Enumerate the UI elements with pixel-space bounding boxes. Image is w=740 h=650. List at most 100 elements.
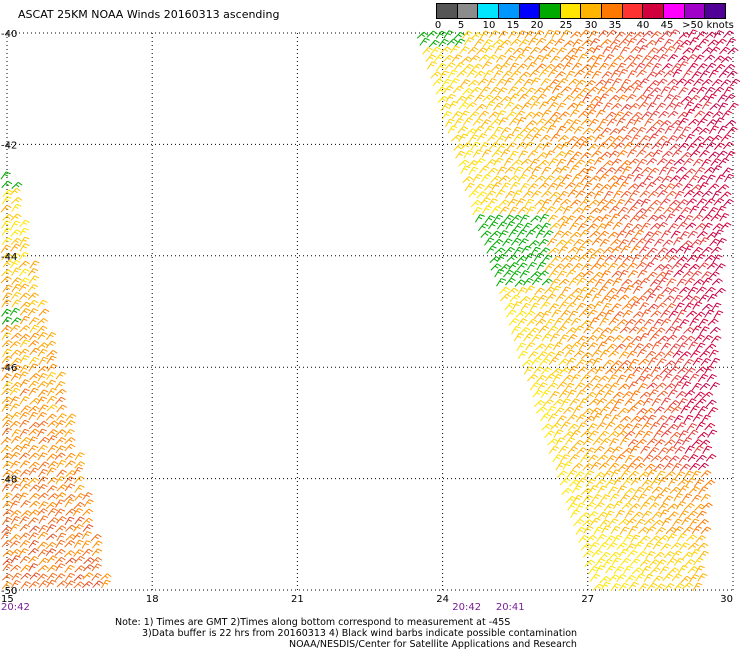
wind-barb-flag [673, 53, 678, 58]
wind-barb-flag [500, 189, 506, 193]
wind-barb-flag [665, 487, 671, 491]
wind-barb-flag [717, 57, 722, 61]
wind-barb-flag [561, 137, 566, 141]
wind-barb [631, 567, 639, 575]
wind-barb-flag [612, 440, 617, 444]
wind-barb-flag [586, 328, 591, 331]
wind-barb [584, 135, 592, 143]
wind-barb [511, 159, 519, 167]
wind-barb-flag [462, 70, 468, 74]
wind-barb [561, 398, 567, 407]
wind-barb-flag [632, 160, 637, 164]
wind-barb-flag [648, 86, 654, 90]
wind-barb [644, 262, 651, 271]
wind-barb [659, 367, 667, 376]
wind-barb-flag [549, 318, 555, 322]
wind-barb-flag [714, 151, 720, 156]
wind-barb-flag [509, 133, 515, 137]
wind-barb-flag [643, 137, 648, 141]
wind-barb-flag [702, 328, 707, 332]
wind-barb-flag [507, 217, 512, 220]
wind-barb-flag [502, 87, 508, 91]
wind-barb-flag [636, 415, 642, 420]
wind-barb-flag [588, 382, 594, 387]
wind-barb-flag [675, 143, 681, 148]
wind-barb [663, 551, 671, 559]
wind-barb-flag [699, 565, 705, 569]
wind-barb-flag [607, 327, 612, 332]
wind-barb [624, 31, 632, 40]
wind-barb [447, 69, 454, 79]
wind-barb-flag [563, 334, 569, 338]
wind-barb [585, 478, 592, 488]
wind-barb [503, 158, 510, 167]
wind-barb-flag [453, 100, 459, 104]
wind-barb-flag [487, 185, 492, 189]
wind-barb-flag [516, 237, 522, 241]
wind-barb [527, 183, 535, 191]
wind-barb [686, 142, 693, 151]
wind-barb-flag [662, 415, 668, 419]
wind-barb [579, 229, 586, 238]
wind-barb-flag [661, 527, 666, 531]
wind-barb-flag [542, 406, 548, 411]
wind-barb-flag [441, 41, 446, 45]
wind-barb [709, 125, 715, 134]
wind-barb-flag [614, 350, 620, 354]
wind-barb [604, 254, 612, 262]
wind-barb-flag [655, 421, 661, 426]
wind-barb-flag [676, 239, 681, 243]
wind-barb [605, 565, 612, 574]
wind-barb-flag [625, 281, 630, 285]
wind-barb-flag [651, 136, 656, 139]
wind-barb-flag [697, 126, 703, 131]
wind-barb-flag [693, 352, 698, 356]
wind-barb-flag [606, 525, 612, 528]
wind-barb-flag [703, 129, 707, 134]
wind-barb-flag [688, 294, 693, 299]
wind-barb-flag [593, 400, 598, 404]
wind-barb [706, 374, 713, 383]
colorbar-label: 5 [457, 20, 465, 31]
wind-barb-flag [533, 150, 539, 154]
wind-barb [524, 310, 532, 319]
wind-barb [565, 269, 573, 278]
wind-barb [468, 134, 475, 143]
wind-barb [490, 95, 498, 103]
wind-barb [699, 382, 707, 391]
wind-barb-flag [712, 128, 717, 131]
wind-barb [682, 47, 690, 55]
wind-barb-flag [676, 175, 681, 179]
wind-barb-flag [636, 288, 641, 291]
wind-barb-flag [571, 313, 576, 316]
wind-barb [698, 127, 706, 135]
wind-barb-flag [660, 561, 665, 565]
wind-barb-flag [662, 78, 668, 82]
wind-barb-flag [684, 519, 689, 523]
wind-barb-flag [662, 46, 668, 51]
wind-barb-flag [508, 249, 513, 253]
wind-barb-flag [548, 432, 553, 436]
wind-barb-flag [706, 113, 711, 117]
wind-barb [569, 231, 578, 239]
wind-barb-flag [525, 71, 531, 76]
wind-barb [584, 80, 592, 88]
wind-barb-flag [478, 118, 484, 122]
wind-barb [677, 342, 684, 351]
wind-barb [671, 262, 678, 270]
wind-barb-flag [615, 362, 620, 366]
wind-barb-flag [693, 62, 699, 66]
wind-barb-flag [548, 353, 553, 357]
wind-barb-flag [551, 185, 556, 188]
wind-barb-flag [665, 397, 671, 401]
wind-barb-flag [607, 102, 613, 106]
wind-barb [619, 437, 626, 446]
wind-barb-flag [580, 350, 585, 354]
wind-barb-flag [583, 201, 588, 205]
wind-barb-flag [669, 529, 674, 533]
wind-barb-flag [675, 151, 680, 155]
wind-barb-flag [466, 152, 471, 156]
wind-barb-flag [455, 136, 460, 140]
wind-barb-flag [673, 310, 679, 314]
wind-barb [436, 63, 443, 72]
